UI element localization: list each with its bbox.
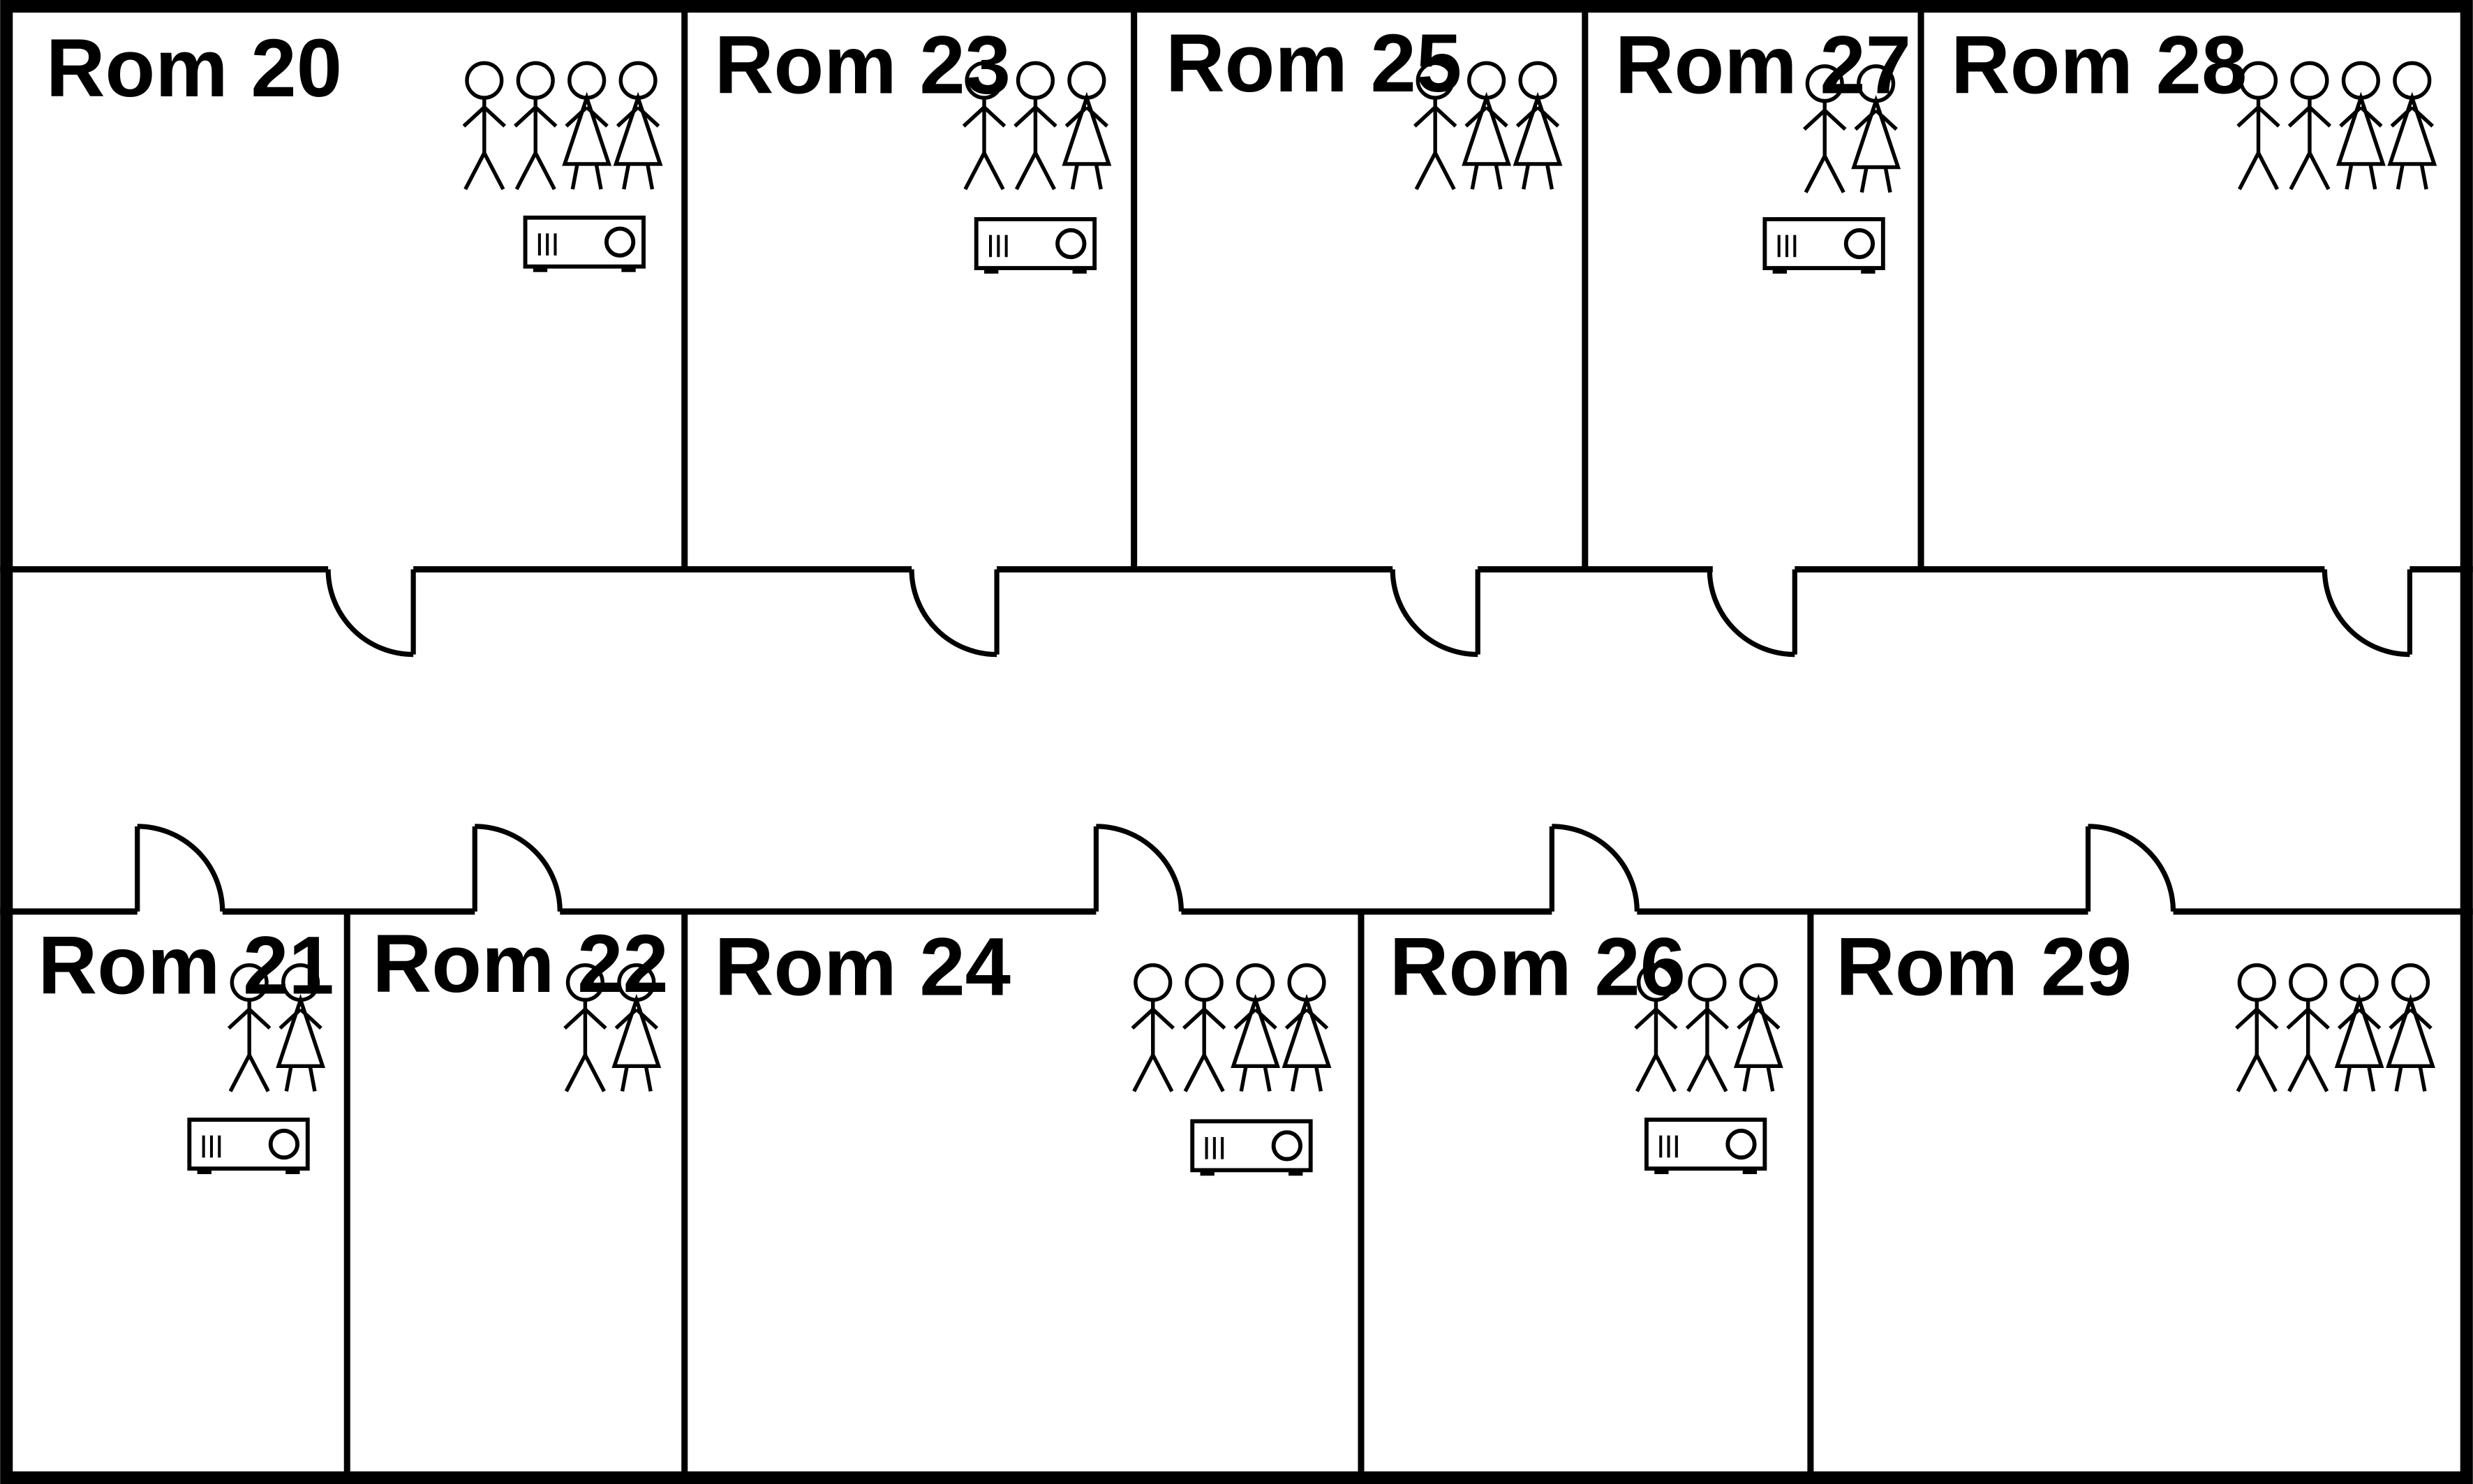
projector-icon bbox=[523, 215, 646, 272]
door-swing-arc bbox=[909, 569, 997, 658]
room: Rom 27 bbox=[1615, 19, 1911, 274]
stick-figure-woman-icon bbox=[2335, 61, 2386, 190]
projector-icon bbox=[1190, 1119, 1313, 1176]
door-swing-arc bbox=[1096, 824, 1184, 912]
door[interactable] bbox=[325, 569, 416, 658]
projector-icon bbox=[187, 1118, 310, 1175]
room: Rom 21 bbox=[38, 919, 334, 1175]
stick-figure-man-icon bbox=[227, 963, 272, 1092]
stick-figure-man-icon bbox=[962, 61, 1007, 191]
door-swing-arc bbox=[325, 569, 414, 658]
door[interactable] bbox=[135, 824, 225, 912]
room: Rom 29 bbox=[1836, 921, 2435, 1092]
room-label: Rom 24 bbox=[715, 921, 1011, 1013]
projector-icon bbox=[974, 217, 1097, 274]
stick-figure-woman-icon bbox=[1231, 963, 1281, 1092]
room: Rom 28 bbox=[1951, 19, 2437, 191]
stick-figure-man-icon bbox=[1803, 64, 1847, 193]
room-label: Rom 20 bbox=[46, 22, 342, 114]
stick-figure-man-icon bbox=[2236, 61, 2280, 191]
stick-figure-man-icon bbox=[563, 963, 607, 1092]
door[interactable] bbox=[1707, 569, 1797, 658]
door-swing-arc bbox=[2088, 824, 2176, 912]
stick-figure-woman-icon bbox=[611, 963, 662, 1092]
room: Rom 22 bbox=[372, 918, 669, 1092]
door[interactable] bbox=[1093, 824, 1184, 912]
room-label: Rom 23 bbox=[715, 19, 1011, 110]
room: Rom 23 bbox=[715, 19, 1112, 274]
stick-figure-woman-icon bbox=[276, 963, 325, 1092]
room-label: Rom 21 bbox=[38, 919, 334, 1011]
door-swing-arc bbox=[1707, 569, 1795, 658]
room-label: Rom 22 bbox=[372, 918, 668, 1009]
door-swing-arc bbox=[1390, 569, 1478, 658]
doors bbox=[135, 569, 2413, 912]
stick-figure-woman-icon bbox=[1733, 963, 1783, 1092]
stick-figure-woman-icon bbox=[2387, 61, 2437, 190]
stick-figure-man-icon bbox=[2286, 963, 2330, 1092]
door[interactable] bbox=[472, 824, 563, 912]
stick-figure-man-icon bbox=[1131, 963, 1175, 1092]
door-swing-arc bbox=[137, 824, 225, 912]
stick-figure-woman-icon bbox=[2386, 963, 2435, 1092]
room: Rom 20 bbox=[46, 22, 663, 272]
room: Rom 24 bbox=[715, 921, 1332, 1176]
door[interactable] bbox=[1390, 569, 1480, 658]
stick-figure-woman-icon bbox=[1062, 61, 1112, 190]
projector-icon bbox=[1762, 217, 1885, 274]
stick-figure-woman-icon bbox=[1462, 61, 1511, 190]
room: Rom 26 bbox=[1390, 921, 1783, 1175]
stick-figure-man-icon bbox=[462, 61, 507, 191]
room-label: Rom 29 bbox=[1836, 921, 2132, 1013]
rooms: Rom 20 Rom 23 Rom 25 Rom 27 Rom 28 Rom 21 Rom … bbox=[38, 17, 2437, 1176]
door[interactable] bbox=[2085, 824, 2176, 912]
door-swing-arc bbox=[475, 824, 563, 912]
door[interactable] bbox=[2322, 569, 2413, 658]
stick-figure-woman-icon bbox=[562, 61, 612, 190]
room-label: Rom 25 bbox=[1166, 17, 1462, 109]
stick-figure-man-icon bbox=[514, 61, 558, 191]
stick-figure-man-icon bbox=[1413, 61, 1457, 191]
stick-figure-woman-icon bbox=[613, 61, 663, 190]
door-swing-arc bbox=[1552, 824, 1640, 912]
door-swing-arc bbox=[2322, 569, 2410, 658]
stick-figure-man-icon bbox=[2235, 963, 2279, 1092]
stick-figure-man-icon bbox=[1182, 963, 1226, 1092]
stick-figure-man-icon bbox=[2287, 61, 2332, 191]
stick-figure-woman-icon bbox=[2334, 963, 2384, 1092]
door[interactable] bbox=[1549, 824, 1640, 912]
projector-icon bbox=[1644, 1118, 1767, 1175]
stick-figure-woman-icon bbox=[1851, 64, 1901, 193]
stick-figure-man-icon bbox=[1685, 963, 1730, 1092]
door[interactable] bbox=[909, 569, 1000, 658]
stick-figure-man-icon bbox=[1634, 963, 1678, 1092]
room-label: Rom 26 bbox=[1390, 921, 1686, 1013]
room-label: Rom 28 bbox=[1951, 19, 2247, 110]
stick-figure-woman-icon bbox=[1282, 963, 1332, 1092]
room: Rom 25 bbox=[1166, 17, 1563, 191]
stick-figure-man-icon bbox=[1013, 61, 1057, 191]
stick-figure-woman-icon bbox=[1513, 61, 1563, 190]
